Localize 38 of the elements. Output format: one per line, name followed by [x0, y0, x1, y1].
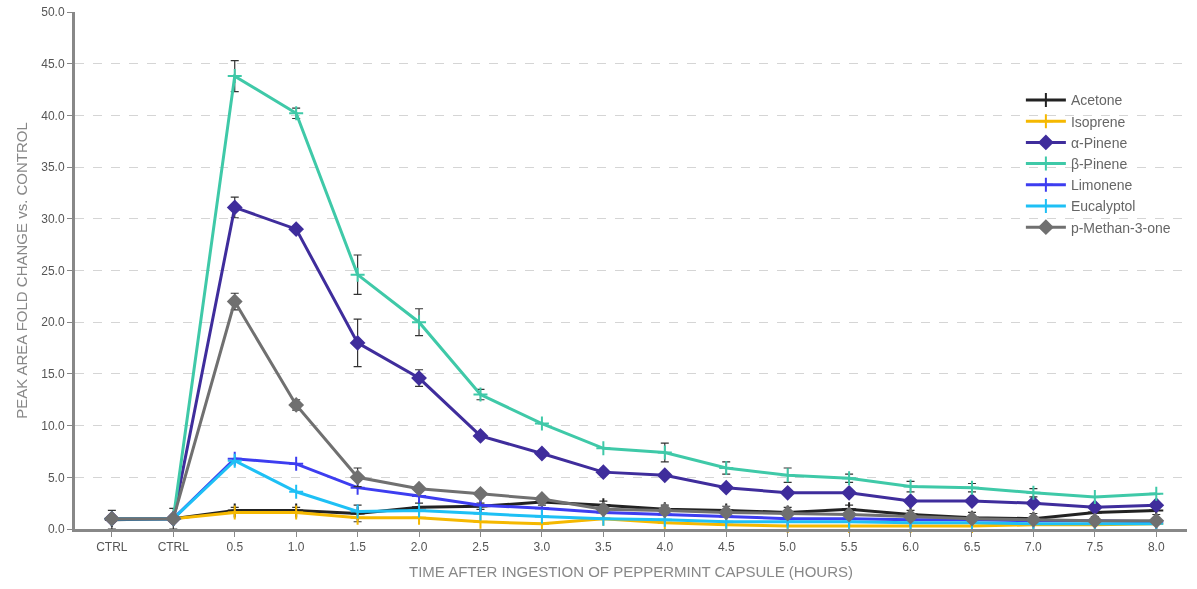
legend-label: Limonene	[1070, 177, 1133, 194]
y-tick-label: 0.0	[47, 522, 65, 537]
x-tick-label: 8.0	[1147, 540, 1165, 555]
x-tick-label: CTRL	[96, 540, 128, 555]
x-tick-label: 1.5	[349, 540, 367, 555]
y-tick-label: 45.0	[41, 56, 65, 71]
y-axis-title: PEAK AREA FOLD CHANGE vs. CONTROL	[13, 122, 31, 419]
x-tick-label: 4.5	[717, 540, 735, 555]
x-tick-label: 7.5	[1086, 540, 1104, 555]
y-tick-label: 20.0	[41, 315, 65, 330]
y-tick-label: 40.0	[41, 108, 65, 123]
y-tick-label: 35.0	[41, 160, 65, 175]
legend-label: p-Methan-3-one	[1070, 219, 1171, 236]
x-tick-label: 5.0	[779, 540, 797, 555]
legend-label: Acetone	[1070, 92, 1123, 109]
x-tick-label: 6.5	[963, 540, 981, 555]
y-tick-label: 15.0	[41, 367, 65, 382]
x-tick-label: 0.5	[226, 540, 244, 555]
x-tick-label: 3.0	[533, 540, 551, 555]
legend-label: Isoprene	[1070, 113, 1126, 130]
x-tick-label: 1.0	[287, 540, 305, 555]
x-tick-label: 4.0	[656, 540, 674, 555]
x-tick-label: 6.0	[902, 540, 920, 555]
x-axis-title: TIME AFTER INGESTION OF PEPPERMINT CAPSULE (HOURS)	[409, 563, 853, 581]
legend-label: α-Pinene	[1070, 134, 1128, 151]
y-tick-label: 30.0	[41, 212, 65, 226]
x-tick-label: 2.5	[472, 540, 490, 555]
x-tick-label: 3.5	[595, 540, 613, 555]
y-tick-label: 25.0	[41, 263, 65, 278]
y-tick-label: 50.0	[41, 5, 65, 20]
x-tick-label: 5.5	[840, 540, 858, 555]
legend-label: β-Pinene	[1070, 156, 1128, 173]
legend-label: Eucalyptol	[1070, 198, 1136, 215]
y-tick-label: 10.0	[41, 418, 65, 433]
x-tick-label: 7.0	[1025, 540, 1043, 555]
y-tick-label: 5.0	[47, 470, 65, 485]
x-tick-label: 2.0	[410, 540, 428, 555]
x-tick-label: CTRL	[157, 540, 190, 555]
